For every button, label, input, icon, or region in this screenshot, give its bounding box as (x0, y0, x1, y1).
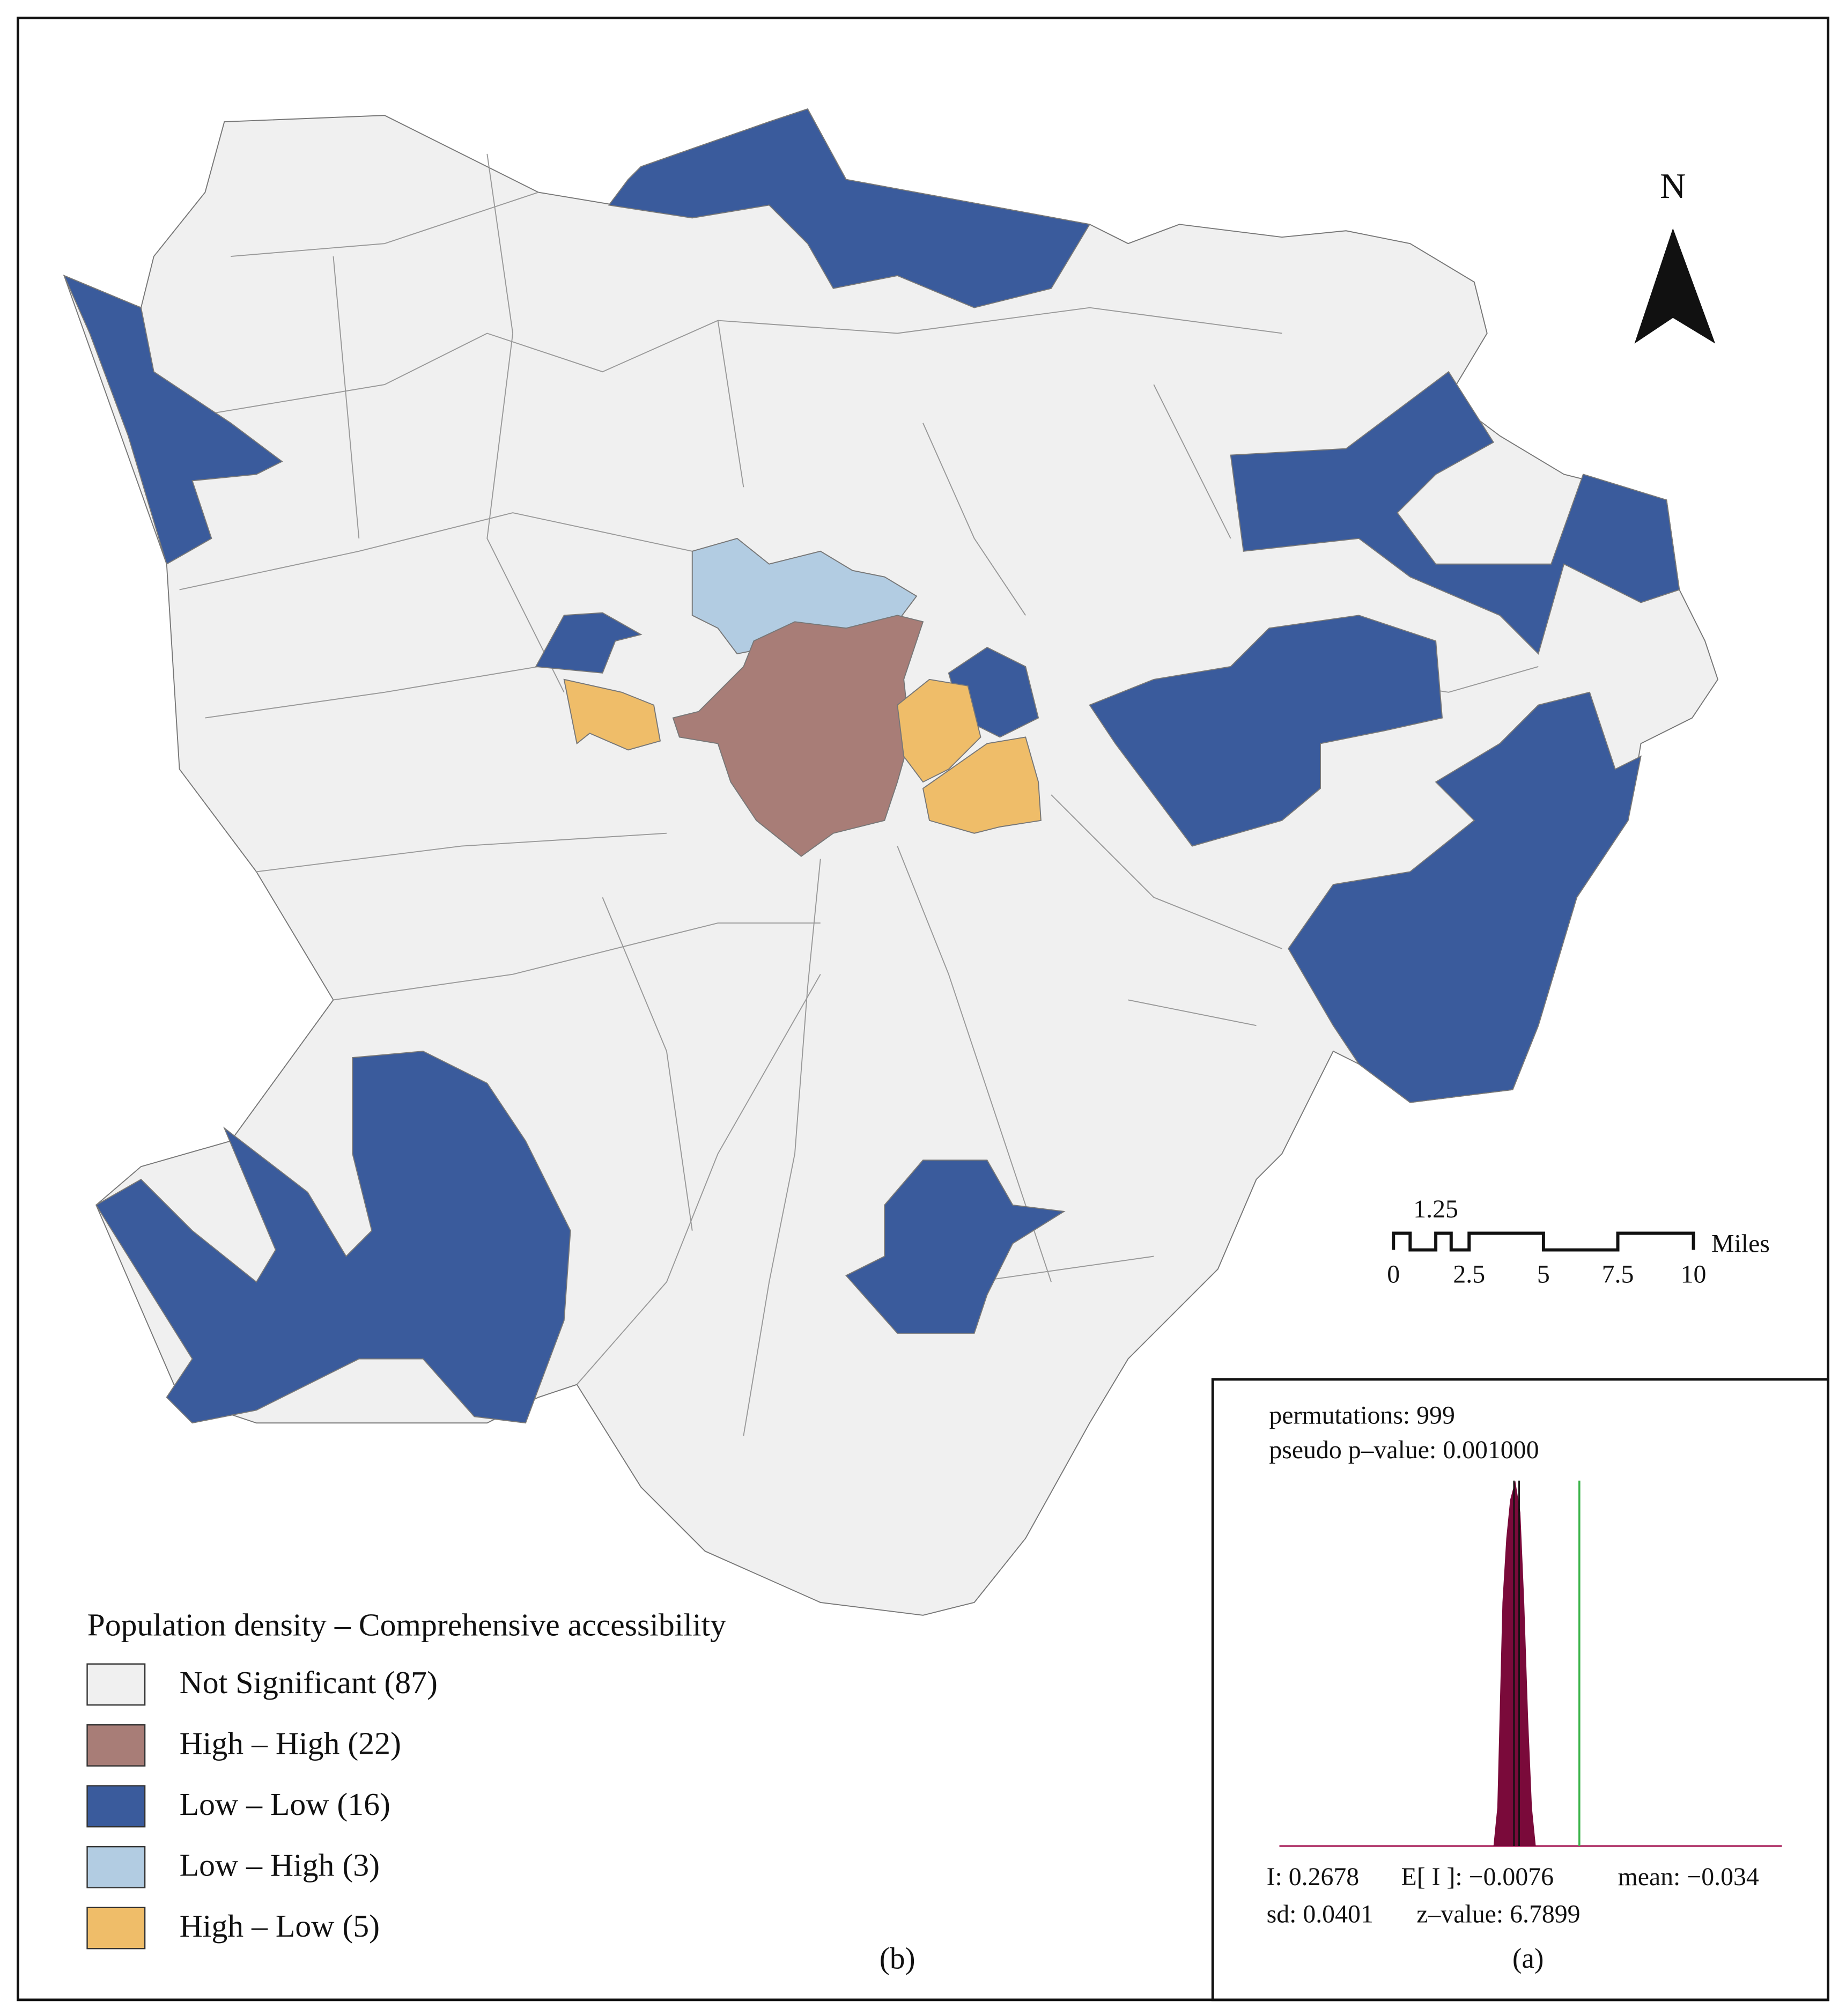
scale-unit: Miles (1711, 1229, 1770, 1258)
cluster-area (1288, 691, 1642, 1103)
legend-label: Low – Low (16) (180, 1786, 390, 1822)
cluster-area (563, 678, 661, 751)
high-low-areas (563, 678, 1042, 834)
inset-panel-label: (a) (1512, 1943, 1544, 1974)
cluster-area (95, 1051, 571, 1424)
cluster-area (1089, 615, 1443, 847)
scale-label: 5 (1537, 1260, 1550, 1289)
legend-swatch (86, 1785, 146, 1828)
legend-label: Not Significant (87) (180, 1665, 438, 1700)
legend-label: High – Low (5) (180, 1908, 380, 1944)
legend: Population density – Comprehensive acces… (86, 1607, 727, 1949)
cluster-area (1230, 371, 1680, 655)
frame (17, 17, 1829, 2002)
inset-text: pseudo p–value: 0.001000 (1269, 1436, 1539, 1464)
north-label: N (1660, 166, 1686, 206)
inset-text: I: 0.2678 (1267, 1863, 1360, 1891)
legend-swatch (86, 1724, 146, 1767)
legend-label: High – High (22) (180, 1726, 401, 1761)
high-high-area (672, 615, 924, 857)
low-low-areas (63, 108, 1680, 1424)
inset-text: E[ I ]: −0.0076 (1401, 1863, 1554, 1891)
cluster-area (922, 736, 1042, 834)
legend-label: Low – High (3) (180, 1848, 380, 1883)
cluster-area (897, 678, 981, 783)
legend-swatch (86, 1846, 146, 1888)
inset-text: mean: −0.034 (1618, 1863, 1759, 1891)
scale-label: 7.5 (1602, 1260, 1634, 1289)
scale-label: 1.25 (1413, 1195, 1458, 1223)
scale-label: 2.5 (1453, 1260, 1485, 1289)
inset-text: permutations: 999 (1269, 1401, 1454, 1430)
legend-title: Population density – Comprehensive acces… (87, 1607, 727, 1642)
scale-label: 10 (1681, 1260, 1707, 1289)
cluster-area (608, 108, 1091, 308)
inset: permutations: 999 pseudo p–value: 0.0010… (1211, 1378, 1829, 2002)
cluster-area (845, 1160, 1066, 1334)
scale-label: 0 (1387, 1260, 1400, 1289)
cluster-area (535, 612, 643, 674)
legend-swatch (86, 1663, 146, 1706)
scale-bar: 1.25 0 2.5 5 7.5 10 Miles (1387, 1195, 1770, 1289)
cluster-area (63, 275, 283, 565)
inset-text: z–value: 6.7899 (1416, 1900, 1580, 1928)
inset-text: sd: 0.0401 (1267, 1900, 1374, 1928)
map: N (b) (63, 108, 1719, 1975)
north-arrow (1634, 228, 1716, 344)
panel-label: (b) (880, 1941, 915, 1975)
legend-swatch (86, 1907, 146, 1949)
